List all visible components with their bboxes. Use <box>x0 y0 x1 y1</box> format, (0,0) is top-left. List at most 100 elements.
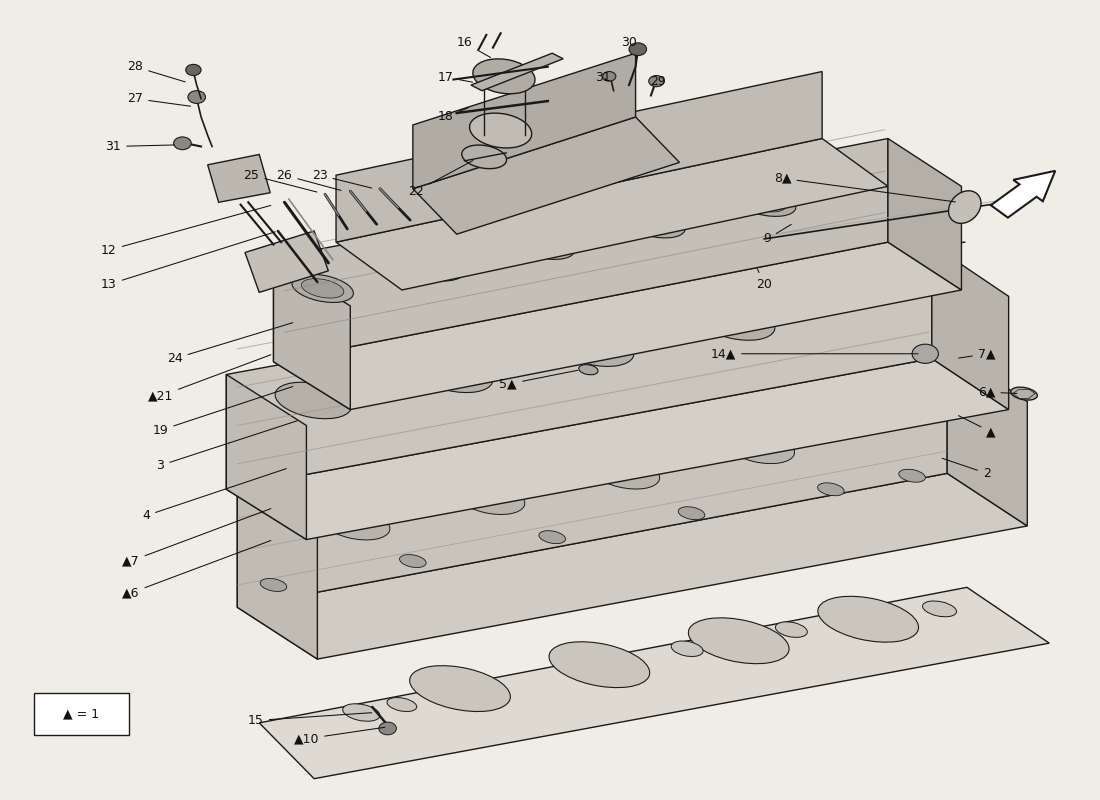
Polygon shape <box>888 138 961 290</box>
Text: 26: 26 <box>276 169 341 190</box>
Polygon shape <box>336 138 888 290</box>
Ellipse shape <box>429 298 506 335</box>
Polygon shape <box>412 54 636 189</box>
Text: 4: 4 <box>142 469 286 522</box>
Polygon shape <box>274 138 888 362</box>
Polygon shape <box>238 482 318 659</box>
Text: 16: 16 <box>456 36 491 58</box>
Text: 6▲: 6▲ <box>978 386 1016 398</box>
Ellipse shape <box>513 231 574 259</box>
Circle shape <box>188 90 206 103</box>
Ellipse shape <box>899 470 925 482</box>
Text: 2: 2 <box>942 458 991 480</box>
Text: 29: 29 <box>650 74 666 88</box>
Ellipse shape <box>470 113 531 148</box>
Ellipse shape <box>776 622 807 638</box>
Ellipse shape <box>321 507 389 540</box>
Ellipse shape <box>726 430 794 463</box>
Text: 25: 25 <box>243 169 317 192</box>
Ellipse shape <box>343 704 379 722</box>
Ellipse shape <box>261 578 287 591</box>
Polygon shape <box>412 117 680 234</box>
Ellipse shape <box>634 214 675 234</box>
Ellipse shape <box>598 403 662 434</box>
Ellipse shape <box>591 456 660 489</box>
Circle shape <box>378 722 396 735</box>
Ellipse shape <box>734 378 798 408</box>
Text: ▲21: ▲21 <box>147 354 271 402</box>
Text: 5▲: 5▲ <box>499 370 578 390</box>
Ellipse shape <box>387 698 417 711</box>
Polygon shape <box>238 474 1027 659</box>
Text: ▲ = 1: ▲ = 1 <box>64 708 99 721</box>
Ellipse shape <box>329 454 393 485</box>
Text: 31: 31 <box>106 140 174 153</box>
Text: 18: 18 <box>438 108 469 123</box>
Ellipse shape <box>817 596 918 642</box>
Polygon shape <box>227 358 1009 539</box>
Text: 17: 17 <box>438 70 473 84</box>
Polygon shape <box>947 348 1027 526</box>
Text: 24: 24 <box>167 322 293 365</box>
Ellipse shape <box>549 642 650 688</box>
Ellipse shape <box>412 257 454 277</box>
Text: 19: 19 <box>153 386 293 437</box>
Text: 3: 3 <box>156 421 297 472</box>
Ellipse shape <box>948 190 981 223</box>
Ellipse shape <box>301 278 344 298</box>
Ellipse shape <box>817 483 844 496</box>
Ellipse shape <box>624 210 685 238</box>
Ellipse shape <box>689 618 789 664</box>
Text: 28: 28 <box>128 60 185 82</box>
Ellipse shape <box>579 365 598 374</box>
Ellipse shape <box>416 356 493 393</box>
Circle shape <box>331 483 348 496</box>
Ellipse shape <box>473 59 535 94</box>
Polygon shape <box>227 374 307 539</box>
Ellipse shape <box>679 506 705 520</box>
Text: ▲: ▲ <box>958 415 996 438</box>
Text: 23: 23 <box>311 169 372 188</box>
Polygon shape <box>932 245 1009 410</box>
Polygon shape <box>208 154 271 202</box>
Polygon shape <box>274 258 350 410</box>
Polygon shape <box>991 171 1055 218</box>
Circle shape <box>649 75 664 86</box>
Text: 8▲: 8▲ <box>773 172 956 202</box>
Text: 9: 9 <box>763 225 791 246</box>
Ellipse shape <box>409 666 510 711</box>
Text: 20: 20 <box>756 269 772 291</box>
Ellipse shape <box>744 193 786 212</box>
Text: 31: 31 <box>595 70 610 84</box>
Ellipse shape <box>399 554 426 567</box>
Circle shape <box>629 43 647 56</box>
Text: ▲6: ▲6 <box>122 541 271 599</box>
Ellipse shape <box>712 246 788 283</box>
Text: 14▲: 14▲ <box>711 347 918 360</box>
FancyBboxPatch shape <box>34 694 129 735</box>
Text: 13: 13 <box>101 232 275 291</box>
Circle shape <box>603 71 616 81</box>
Ellipse shape <box>403 253 464 281</box>
Text: 7▲: 7▲ <box>959 347 996 360</box>
Ellipse shape <box>522 236 565 255</box>
Ellipse shape <box>539 530 565 543</box>
Ellipse shape <box>671 641 703 657</box>
Polygon shape <box>227 245 932 490</box>
Ellipse shape <box>462 145 507 169</box>
Text: ▲10: ▲10 <box>294 727 385 746</box>
Ellipse shape <box>288 325 365 362</box>
Ellipse shape <box>558 330 634 366</box>
Text: 27: 27 <box>128 92 190 106</box>
Ellipse shape <box>735 188 795 216</box>
Polygon shape <box>471 54 563 90</box>
Polygon shape <box>260 587 1049 778</box>
Text: ▲7: ▲7 <box>122 509 271 567</box>
Ellipse shape <box>275 382 352 418</box>
Polygon shape <box>245 231 329 292</box>
Circle shape <box>186 64 201 75</box>
Ellipse shape <box>698 304 774 340</box>
Polygon shape <box>336 71 822 242</box>
Ellipse shape <box>1011 387 1037 400</box>
Ellipse shape <box>923 601 957 617</box>
